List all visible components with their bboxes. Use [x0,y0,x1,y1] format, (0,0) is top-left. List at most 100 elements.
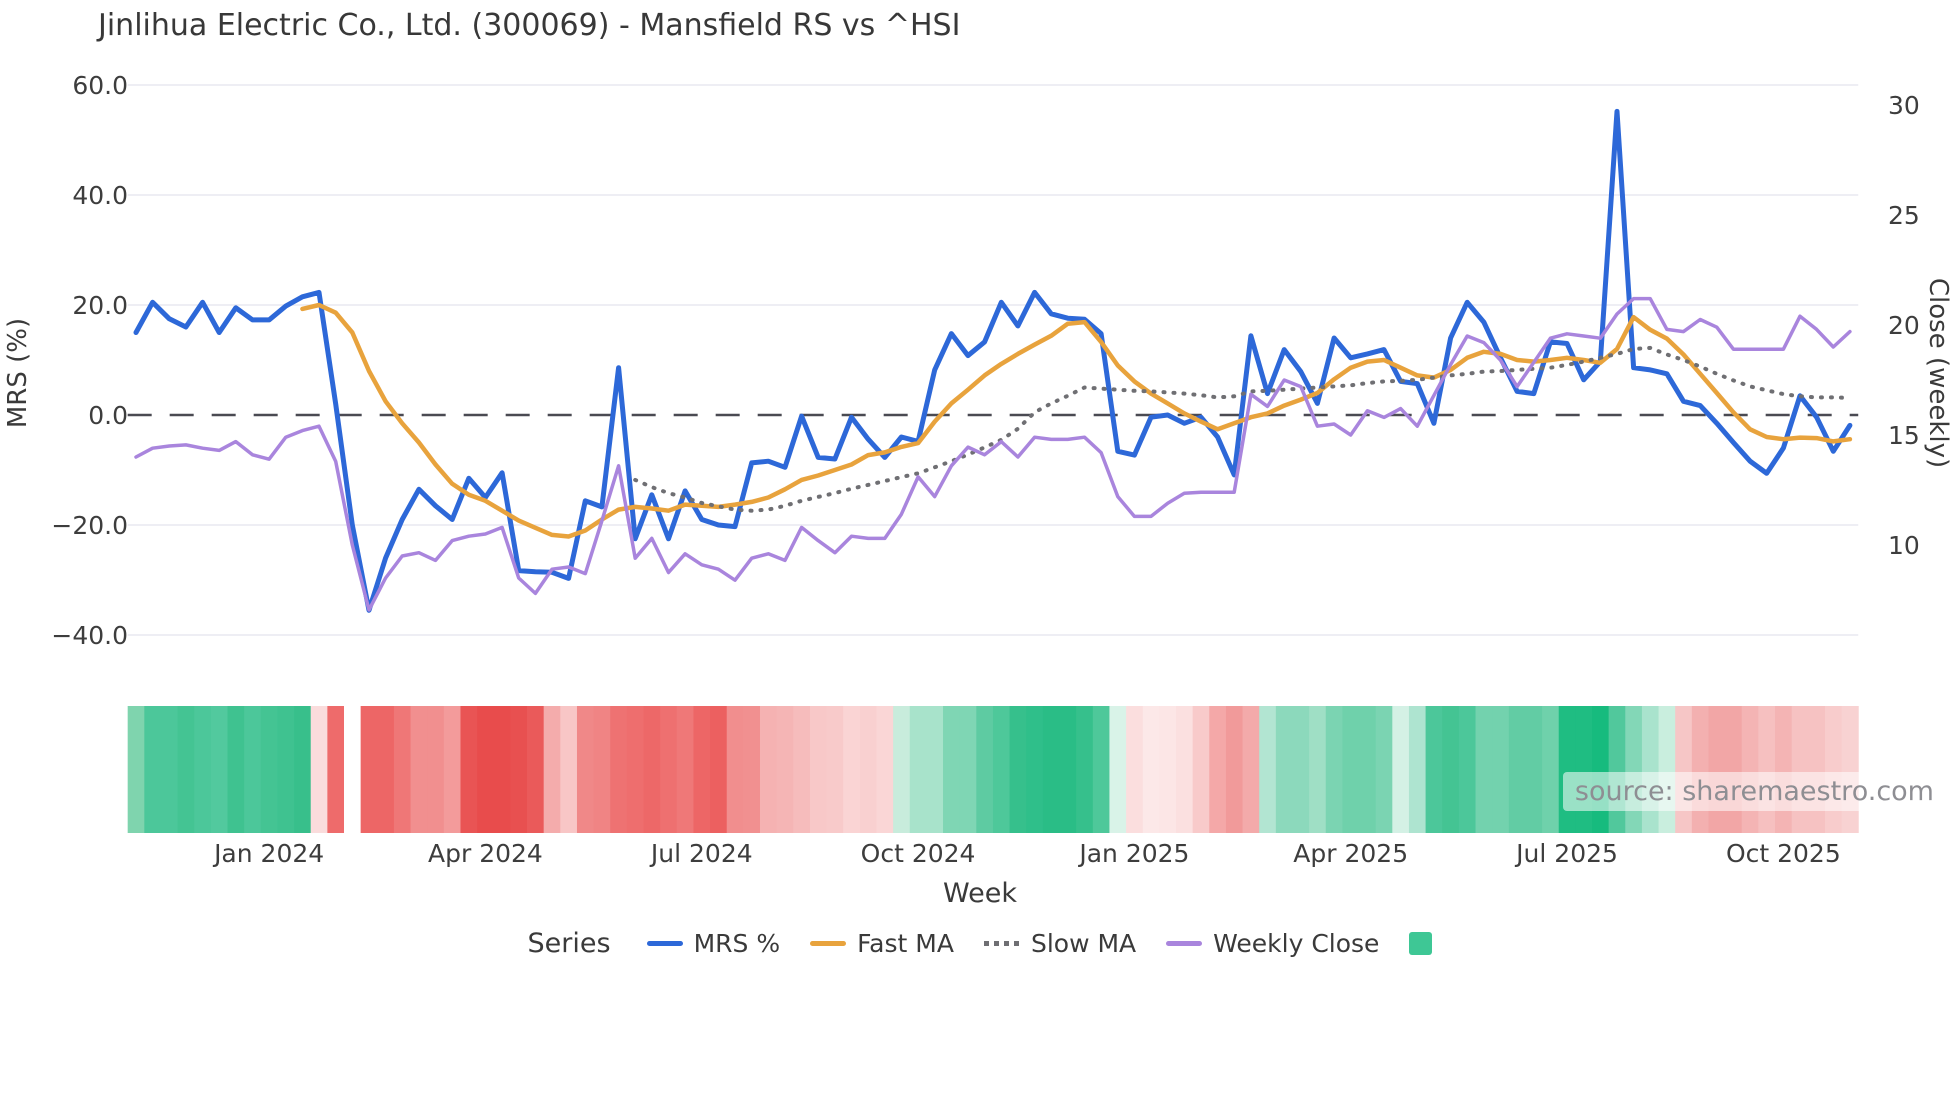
heatmap-cell [793,706,811,833]
heatmap-cell [1009,706,1027,833]
legend-item-label: Fast MA [857,929,954,958]
heatmap-cell [726,706,744,833]
right-tick-label: 30 [1888,91,1920,120]
heatmap-cell [1475,706,1493,833]
heatmap-cell [843,706,861,833]
heatmap-cell [477,706,495,833]
x-tick-label: Oct 2024 [861,839,976,868]
heatmap-cell [893,706,911,833]
heatmap-cell [826,706,844,833]
heatmap-cell [1126,706,1144,833]
series-mrs- [133,108,1853,613]
x-tick-label: Apr 2025 [1293,839,1408,868]
x-tick-label: Jan 2025 [1077,839,1189,868]
legend-item-fast-ma: Fast MA [810,929,954,958]
heatmap-cell [943,706,961,833]
heatmap-cell [1325,706,1343,833]
heatmap-cell [676,706,694,833]
heatmap-cell [1791,706,1809,833]
heatmap-cell [776,706,794,833]
heatmap-cell [510,706,528,833]
heatmap-cell [1641,706,1660,833]
heatmap-cell [1625,706,1643,833]
legend-title: Series [527,928,611,959]
heatmap-cell [1675,706,1693,833]
series-slow-ma [633,345,1852,513]
heatmap-cell [260,706,278,833]
heatmap-cell [1259,706,1277,833]
heatmap-cell [1575,706,1593,833]
heatmap-cell [1824,706,1843,833]
heatmap-cell [1758,706,1776,833]
heatmap-cell [1841,706,1859,833]
heatmap-cell [227,706,245,833]
heatmap-cell [1309,706,1327,833]
heatmap-cell [1442,706,1460,833]
heatmap-cell [1375,706,1393,833]
heatmap-cell [194,706,212,833]
legend-item-slow-ma: Slow MA [983,929,1137,958]
legend-item-mrs-: MRS % [646,929,781,958]
heatmap-cell [1492,706,1510,833]
heatmap-cell [1026,706,1044,833]
heatmap-cell [160,706,179,833]
right-tick-label: 20 [1888,311,1920,340]
heatmap-cell [1691,706,1709,833]
heatmap-cell [1558,706,1576,833]
heatmap-cell [1808,706,1826,833]
heatmap-cell [660,706,678,833]
left-tick-label: 40.0 [72,181,128,210]
legend-swatch-icon [646,941,683,946]
heatmap-cell [1192,706,1210,833]
heatmap-cell [1042,706,1061,833]
heatmap-cell [543,706,561,833]
heatmap-cell [959,706,977,833]
legend-item-heatmap [1409,932,1433,955]
heatmap-cell [710,706,728,833]
heatmap-cell [244,706,262,833]
heatmap-cell [1092,706,1110,833]
heatmap-cell [1741,706,1759,833]
heatmap-cell [1225,706,1244,833]
heatmap-cell [1159,706,1177,833]
heatmap-cell [493,706,511,833]
heatmap-cell [294,706,312,833]
heatmap-cell [1076,706,1094,833]
heatmap-cell [1725,706,1743,833]
left-axis-label: MRS (%) [3,317,33,429]
heatmap-cell [1142,706,1160,833]
heatmap-cell [1425,706,1443,833]
heatmap-cell [1458,706,1477,833]
heatmap-cell [1525,706,1543,833]
heatmap-cell [926,706,944,833]
legend-item-label: MRS % [693,929,781,958]
heatmap-cell [1242,706,1260,833]
heatmap-cell [460,706,478,833]
heatmap-cell [327,706,345,833]
heatmap-cell [876,706,894,833]
heatmap-cell [277,706,295,833]
x-tick-label: Oct 2025 [1726,839,1841,868]
heatmap-cell [1359,706,1377,833]
heatmap-cell [760,706,778,833]
heatmap-cell [1658,706,1676,833]
right-tick-label: 10 [1888,531,1920,560]
left-tick-label: −40.0 [51,621,128,650]
heatmap-cell [144,706,162,833]
legend-swatch-icon [810,941,847,946]
x-tick-label: Jul 2025 [1514,839,1618,868]
series-fast-ma [300,302,1853,539]
heatmap-cell [1342,706,1360,833]
heatmap-cell [393,706,412,833]
x-tick-label: Jul 2024 [649,839,753,868]
page-title: Jinlihua Electric Co., Ltd. (300069) - M… [98,8,961,43]
heatmap-cell [1542,706,1560,833]
watermark: source: sharemaestro.com [1562,772,1946,811]
legend-swatch-icon [983,941,1020,946]
heatmap-cell [1292,706,1310,833]
heatmap-cell [626,706,645,833]
legend-item-label: Slow MA [1030,929,1137,958]
heatmap-cell [859,706,877,833]
heatmap-cell [1508,706,1526,833]
